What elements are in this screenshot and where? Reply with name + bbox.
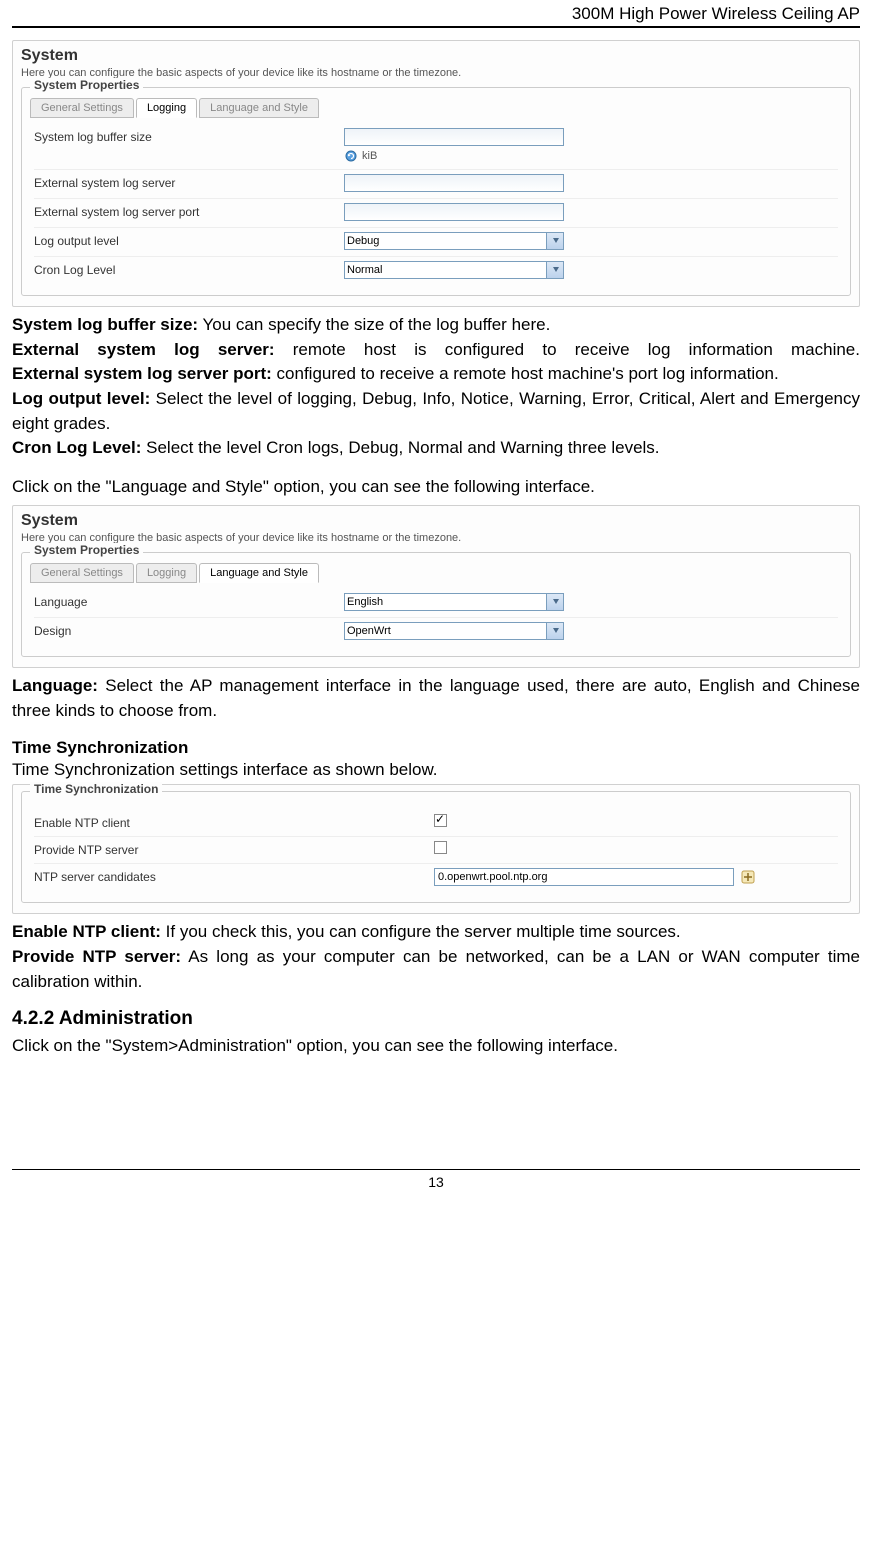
design-row: Design OpenWrt [34, 618, 838, 646]
ext-server-input[interactable] [344, 174, 564, 192]
tab-general-settings[interactable]: General Settings [30, 98, 134, 118]
language-row: Language English [34, 589, 838, 618]
provide-ntp-row: Provide NTP server [34, 837, 838, 864]
ext-port-term: External system log server port: [12, 364, 272, 383]
system-logging-screenshot: System Here you can configure the basic … [12, 40, 860, 307]
cron-level-row: Cron Log Level Normal [34, 257, 838, 285]
reset-icon[interactable] [344, 149, 358, 163]
buffer-size-label: System log buffer size [34, 128, 344, 144]
description-block-1: System log buffer size: You can specify … [12, 313, 860, 499]
enable-ntp-term: Enable NTP client: [12, 922, 161, 941]
design-select[interactable]: OpenWrt [344, 622, 564, 640]
language-desc: Select the AP management interface in th… [12, 676, 860, 720]
tabs-container: General Settings Logging Language and St… [30, 98, 838, 118]
document-header-title: 300M High Power Wireless Ceiling AP [12, 0, 860, 28]
design-label: Design [34, 622, 344, 638]
cron-level-label: Cron Log Level [34, 261, 344, 277]
tab-logging[interactable]: Logging [136, 563, 197, 583]
cron-level-term: Cron Log Level: [12, 438, 141, 457]
fieldset-legend: System Properties [30, 543, 143, 557]
cron-level-desc: Select the level Cron logs, Debug, Norma… [141, 438, 659, 457]
page-number: 13 [12, 1169, 860, 1198]
ext-port-label: External system log server port [34, 203, 344, 219]
time-sync-intro: Time Synchronization settings interface … [12, 758, 860, 783]
ext-server-term: External system log server: [12, 340, 275, 359]
fieldset-legend: Time Synchronization [30, 782, 162, 796]
add-icon[interactable] [741, 870, 755, 884]
system-properties-fieldset: System Properties General Settings Loggi… [21, 87, 851, 296]
ext-port-input[interactable] [344, 203, 564, 221]
design-value: OpenWrt [347, 625, 391, 637]
language-label: Language [34, 593, 344, 609]
ntp-candidates-label: NTP server candidates [34, 868, 434, 884]
buffer-size-row: System log buffer size kiB [34, 124, 838, 170]
description-block-3: Enable NTP client: If you check this, yo… [12, 920, 860, 994]
tabs-container: General Settings Logging Language and St… [30, 563, 838, 583]
language-term: Language: [12, 676, 98, 695]
tab-general-settings[interactable]: General Settings [30, 563, 134, 583]
language-value: English [347, 596, 383, 608]
provide-ntp-checkbox[interactable] [434, 841, 447, 854]
ntp-candidates-row: NTP server candidates [34, 864, 838, 892]
ext-server-label: External system log server [34, 174, 344, 190]
system-language-screenshot: System Here you can configure the basic … [12, 505, 860, 668]
enable-ntp-label: Enable NTP client [34, 814, 434, 830]
tab-language-style[interactable]: Language and Style [199, 563, 319, 583]
administration-text: Click on the "System>Administration" opt… [12, 1034, 860, 1059]
panel-subtitle: Here you can configure the basic aspects… [21, 67, 851, 79]
ext-server-row: External system log server [34, 170, 838, 199]
buffer-size-input[interactable] [344, 128, 564, 146]
fieldset-legend: System Properties [30, 78, 143, 92]
ntp-candidate-input[interactable] [434, 868, 734, 886]
language-select[interactable]: English [344, 593, 564, 611]
cron-level-value: Normal [347, 264, 382, 276]
log-level-term: Log output level: [12, 389, 150, 408]
log-level-value: Debug [347, 235, 379, 247]
log-level-row: Log output level Debug [34, 228, 838, 257]
system-properties-fieldset: System Properties General Settings Loggi… [21, 552, 851, 657]
log-level-label: Log output level [34, 232, 344, 248]
provide-ntp-label: Provide NTP server [34, 841, 434, 857]
chevron-down-icon [553, 238, 559, 243]
panel-subtitle: Here you can configure the basic aspects… [21, 532, 851, 544]
enable-ntp-row: Enable NTP client [34, 810, 838, 837]
tab-logging[interactable]: Logging [136, 98, 197, 118]
kib-text: kiB [362, 150, 377, 162]
provide-ntp-term: Provide NTP server: [12, 947, 181, 966]
chevron-down-icon [553, 628, 559, 633]
log-level-select[interactable]: Debug [344, 232, 564, 250]
enable-ntp-checkbox[interactable] [434, 814, 447, 827]
panel-title: System [21, 47, 851, 65]
administration-heading: 4.2.2 Administration [12, 1008, 860, 1030]
tab-language-style[interactable]: Language and Style [199, 98, 319, 118]
time-sync-fieldset: Time Synchronization Enable NTP client P… [21, 791, 851, 903]
lang-style-intro: Click on the "Language and Style" option… [12, 475, 860, 500]
cron-level-select[interactable]: Normal [344, 261, 564, 279]
ext-port-row: External system log server port [34, 199, 838, 228]
time-sync-heading: Time Synchronization [12, 738, 860, 758]
ext-port-desc: configured to receive a remote host mach… [272, 364, 779, 383]
enable-ntp-desc: If you check this, you can configure the… [161, 922, 681, 941]
chevron-down-icon [553, 267, 559, 272]
buffer-size-term: System log buffer size: [12, 315, 198, 334]
time-sync-screenshot: Time Synchronization Enable NTP client P… [12, 784, 860, 914]
ext-server-desc: remote host is configured to receive log… [275, 340, 860, 359]
buffer-size-desc: You can specify the size of the log buff… [198, 315, 550, 334]
panel-title: System [21, 512, 851, 530]
chevron-down-icon [553, 599, 559, 604]
description-block-2: Language: Select the AP management inter… [12, 674, 860, 723]
